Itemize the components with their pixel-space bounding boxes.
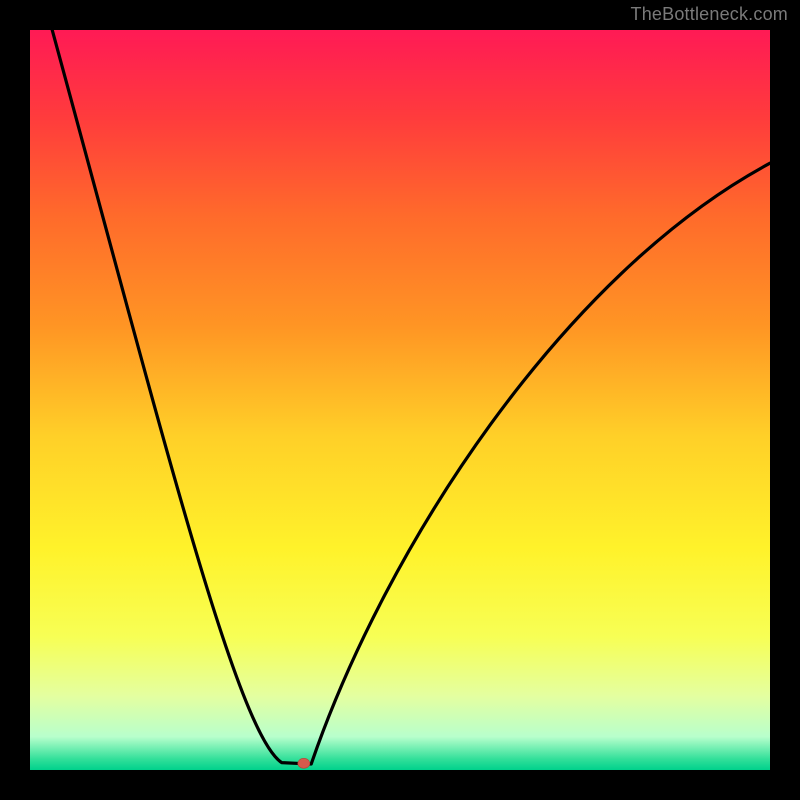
watermark-text: TheBottleneck.com (631, 4, 788, 25)
chart-container: TheBottleneck.com (0, 0, 800, 800)
gradient-and-curve-svg (30, 30, 770, 770)
minimum-marker-dot (298, 758, 310, 768)
plot-area (30, 30, 770, 770)
